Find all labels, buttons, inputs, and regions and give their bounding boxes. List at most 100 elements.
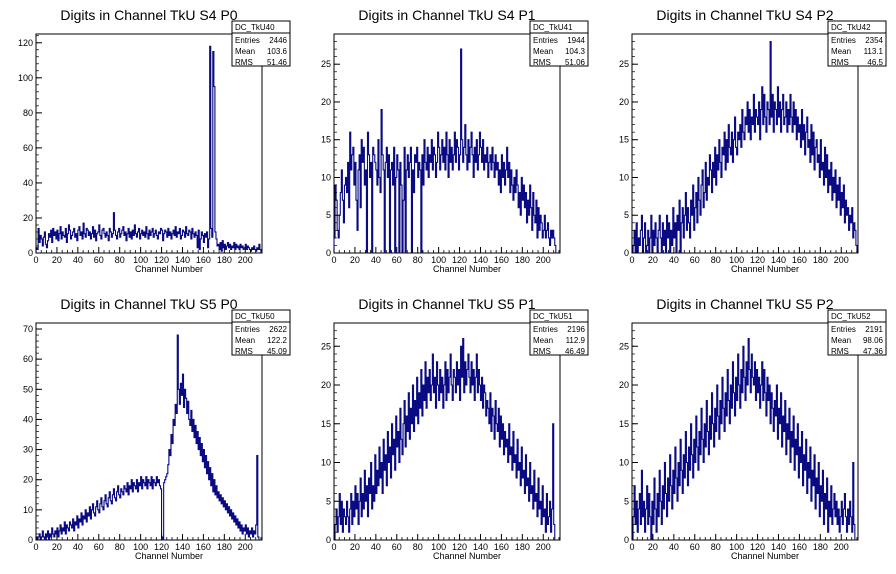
y-tick-label: 5: [326, 210, 331, 220]
x-tick-label: 20: [648, 542, 658, 552]
stats-box: DC_TkU40 Entries 2446 Mean 103.6 RMS 51.46: [231, 20, 291, 67]
y-tick-label: 15: [321, 135, 331, 145]
x-tick-label: 20: [648, 255, 658, 265]
stats-row-value: 104.3: [565, 47, 586, 56]
x-tick-label: 120: [750, 542, 765, 552]
x-tick-label: 140: [473, 542, 488, 552]
x-tick-label: 200: [238, 542, 253, 552]
histogram-series: [35, 334, 260, 541]
x-tick-label: 100: [729, 255, 744, 265]
y-tick-label: 0: [28, 535, 33, 545]
x-axis-label: Channel Number: [135, 551, 203, 561]
plot-title: Digits in Channel TkU S5 P0: [60, 296, 237, 312]
stats-box-frame: [827, 309, 887, 356]
x-tick-label: 140: [771, 255, 786, 265]
x-tick-label: 80: [413, 255, 423, 265]
stats-row-label: Entries: [831, 325, 856, 334]
histogram-series: [334, 337, 556, 541]
y-tick-label: 25: [619, 341, 629, 351]
x-tick-label: 60: [392, 255, 402, 265]
histogram-panel: Digits in Channel TkU S5 P10 20 40 60 80 100 1…: [321, 296, 589, 561]
stats-row-value: 2191: [865, 325, 883, 334]
x-axis-label: Channel Number: [731, 264, 799, 274]
x-tick-label: 100: [133, 542, 148, 552]
stats-row-label: Mean: [235, 336, 255, 345]
y-tick-label: 20: [23, 213, 33, 223]
stats-row-label: Entries: [533, 325, 558, 334]
y-tick-label: 25: [321, 59, 331, 69]
x-tick-label: 0: [629, 542, 634, 552]
histogram-series: [35, 45, 263, 253]
stats-box-name: DC_TkU52: [831, 312, 871, 321]
y-tick-label: 10: [321, 458, 331, 468]
y-tick-label: 0: [28, 248, 33, 258]
y-tick-label: 40: [23, 178, 33, 188]
x-tick-label: 160: [792, 255, 807, 265]
y-tick-label: 5: [624, 210, 629, 220]
x-tick-label: 120: [452, 255, 467, 265]
y-tick-label: 40: [23, 414, 33, 424]
x-tick-label: 20: [350, 255, 360, 265]
x-tick-label: 180: [515, 542, 530, 552]
stats-box-name: DC_TkU51: [533, 312, 573, 321]
stats-box: DC_TkU50 Entries 2622 Mean 122.2 RMS 45.09: [231, 309, 291, 356]
x-tick-label: 200: [536, 542, 551, 552]
stats-row-label: RMS: [831, 58, 849, 67]
stats-box-name: DC_TkU40: [235, 23, 275, 32]
x-tick-label: 0: [331, 255, 336, 265]
plot-title: Digits in Channel TkU S4 P0: [60, 7, 237, 23]
stats-box-name: DC_TkU50: [235, 312, 275, 321]
stats-row-value: 2196: [567, 325, 585, 334]
x-tick-label: 40: [371, 542, 381, 552]
histogram-series: [333, 48, 557, 254]
histogram-panel: Digits in Channel TkU S5 P00 20 40 60 80 100 1…: [23, 296, 291, 561]
stats-row-value: 45.09: [267, 347, 288, 356]
stats-box-frame: [529, 20, 589, 67]
plot-title: Digits in Channel TkU S4 P2: [656, 7, 833, 23]
y-tick-label: 60: [23, 354, 33, 364]
y-tick-label: 15: [619, 419, 629, 429]
y-tick-label: 20: [619, 380, 629, 390]
plot-frame: [35, 33, 263, 254]
stats-box: DC_TkU42 Entries 2354 Mean 113.1 RMS 46.5: [827, 20, 887, 67]
x-axis-label: Channel Number: [433, 264, 501, 274]
stats-box: DC_TkU51 Entries 2196 Mean 112.9 RMS 46.49: [529, 309, 589, 356]
x-axis-label: Channel Number: [135, 264, 203, 274]
y-tick-label: 5: [624, 496, 629, 506]
x-tick-label: 180: [217, 255, 232, 265]
histogram-panel: Digits in Channel TkU S4 P10 20 40 60 80 100 1…: [321, 7, 589, 274]
stats-row-value: 122.2: [267, 336, 288, 345]
x-tick-label: 20: [52, 542, 62, 552]
y-tick-label: 20: [321, 380, 331, 390]
histogram-panel: Digits in Channel TkU S4 P0 0 20 40 60 80 100 1…: [18, 7, 291, 274]
x-tick-label: 200: [834, 542, 849, 552]
stats-row-value: 112.9: [566, 336, 586, 345]
y-tick-label: 20: [23, 475, 33, 485]
x-tick-label: 80: [413, 542, 423, 552]
y-tick-label: 100: [18, 73, 33, 83]
stats-row-label: Entries: [235, 325, 260, 334]
x-tick-label: 40: [371, 255, 381, 265]
y-tick-label: 5: [326, 496, 331, 506]
stats-row-label: RMS: [533, 58, 551, 67]
x-tick-label: 0: [33, 542, 38, 552]
stats-row-label: RMS: [533, 347, 551, 356]
x-tick-label: 80: [115, 255, 125, 265]
stats-row-label: Mean: [533, 47, 553, 56]
y-tick-label: 10: [321, 172, 331, 182]
y-tick-label: 10: [619, 458, 629, 468]
y-tick-label: 0: [624, 535, 629, 545]
y-tick-label: 15: [619, 135, 629, 145]
stats-row-label: Mean: [533, 336, 553, 345]
y-tick-label: 30: [23, 445, 33, 455]
x-tick-label: 120: [154, 255, 169, 265]
stats-row-value: 2354: [865, 36, 883, 45]
stats-row-value: 51.46: [267, 58, 288, 67]
stats-row-label: RMS: [235, 58, 253, 67]
y-tick-label: 10: [23, 505, 33, 515]
x-tick-label: 180: [813, 542, 828, 552]
stats-row-label: Mean: [831, 336, 851, 345]
stats-row-value: 46.5: [867, 58, 883, 67]
x-tick-label: 160: [196, 542, 211, 552]
